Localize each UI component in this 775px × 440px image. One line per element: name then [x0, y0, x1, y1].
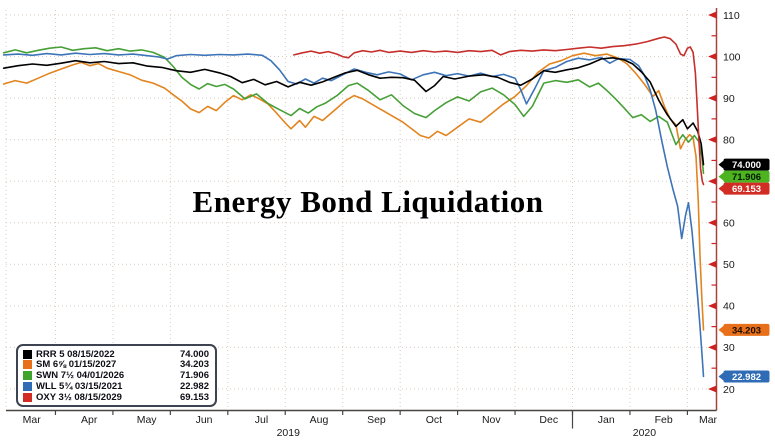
- price-badge: [723, 170, 770, 183]
- axis-tick-arrow-icon: [708, 260, 717, 268]
- legend-row: SM 6⅝ 01/15/2027 34.203: [23, 359, 209, 371]
- legend-row: WLL 5¾ 03/15/2021 22.982: [23, 380, 209, 392]
- x-axis-month-label: Dec: [539, 414, 558, 426]
- axis-tick-arrow-icon: [708, 94, 717, 102]
- x-axis-month-label: Aug: [310, 414, 329, 426]
- series-swatch-icon: [23, 349, 32, 359]
- legend-value: 74.000: [179, 348, 209, 360]
- y-axis-label: 100: [723, 51, 741, 63]
- legend-label: SM 6⅝ 01/15/2027: [36, 359, 117, 371]
- price-badge-arrow-icon: [718, 184, 724, 193]
- y-axis-label: 60: [723, 218, 735, 230]
- legend-value: 69.153: [179, 391, 209, 403]
- price-badge-value: 74.000: [732, 160, 761, 171]
- legend-row: RRR 5 08/15/2022 74.000: [23, 348, 209, 360]
- x-axis-month-label: Jan: [598, 414, 615, 426]
- series-line-swn: [2, 46, 705, 175]
- y-axis-label: 50: [723, 259, 735, 271]
- x-axis-month-label: Nov: [482, 414, 501, 426]
- price-badge-value: 71.906: [732, 172, 761, 183]
- legend-label: OXY 3½ 08/15/2029: [36, 391, 122, 403]
- x-axis-month-label: Apr: [81, 414, 98, 426]
- y-axis-label: 40: [723, 301, 735, 313]
- series-swatch-icon: [23, 371, 32, 380]
- series-line-rrr: [2, 56, 705, 166]
- x-axis-month-label: Oct: [426, 414, 442, 426]
- y-axis-label: 90: [723, 93, 735, 105]
- legend-value: 71.906: [179, 370, 209, 381]
- price-badge-arrow-icon: [718, 325, 724, 334]
- price-badge-arrow-icon: [718, 372, 724, 381]
- price-badge: [723, 182, 770, 195]
- y-axis-label: 20: [723, 384, 735, 396]
- y-axis-label: 80: [723, 134, 735, 146]
- series-line-oxy: [293, 36, 705, 186]
- price-badge-value: 22.982: [732, 372, 761, 383]
- chart-title: Energy Bond Liquidation: [192, 184, 544, 219]
- price-badge-value: 69.153: [732, 184, 761, 195]
- y-axis-label: 110: [723, 10, 740, 22]
- x-axis-month-label: May: [137, 414, 158, 426]
- x-axis-year-label: 2020: [633, 427, 657, 439]
- x-axis-month-label: Mar: [699, 414, 718, 426]
- price-badge: [723, 323, 770, 336]
- axis-tick-arrow-icon: [708, 385, 717, 393]
- x-axis-month-label: Jul: [255, 414, 268, 426]
- x-axis-month-label: Jun: [196, 414, 213, 426]
- axis-tick-arrow-icon: [708, 177, 717, 185]
- axis-tick-arrow-icon: [708, 11, 717, 19]
- series-swatch-icon: [23, 392, 32, 402]
- axis-tick-arrow-icon: [708, 53, 717, 61]
- x-axis-month-label: Mar: [23, 414, 42, 426]
- axis-tick-arrow-icon: [708, 219, 717, 227]
- price-badge-value: 34.203: [732, 326, 761, 337]
- axis-tick-arrow-icon: [708, 136, 717, 144]
- legend-label: RRR 5 08/15/2022: [36, 348, 115, 360]
- price-badge-arrow-icon: [718, 172, 724, 181]
- series-swatch-icon: [23, 360, 32, 370]
- price-badge-arrow-icon: [718, 160, 724, 169]
- x-axis-year-label: 2019: [277, 427, 301, 439]
- axis-tick-arrow-icon: [708, 343, 717, 351]
- series-swatch-icon: [23, 381, 32, 391]
- legend-box[interactable]: RRR 5 08/15/2022 74.000 SM 6⅝ 01/15/2027…: [16, 344, 217, 407]
- legend-label: WLL 5¾ 03/15/2021: [36, 380, 123, 392]
- price-badge: [723, 370, 770, 383]
- series-line-wll: [2, 52, 705, 378]
- y-axis-label: 30: [723, 342, 735, 354]
- legend-row: OXY 3½ 08/15/2029 69.153: [23, 391, 209, 403]
- x-axis-month-label: Sep: [367, 414, 386, 426]
- legend-value: 22.982: [179, 380, 209, 392]
- axis-tick-arrow-icon: [708, 302, 717, 310]
- price-badge: [723, 158, 770, 171]
- legend-row: SWN 7½ 04/01/2026 71.906: [23, 370, 209, 381]
- legend-value: 34.203: [179, 359, 209, 371]
- legend-label: SWN 7½ 04/01/2026: [36, 370, 125, 381]
- x-axis-month-label: Feb: [655, 414, 673, 426]
